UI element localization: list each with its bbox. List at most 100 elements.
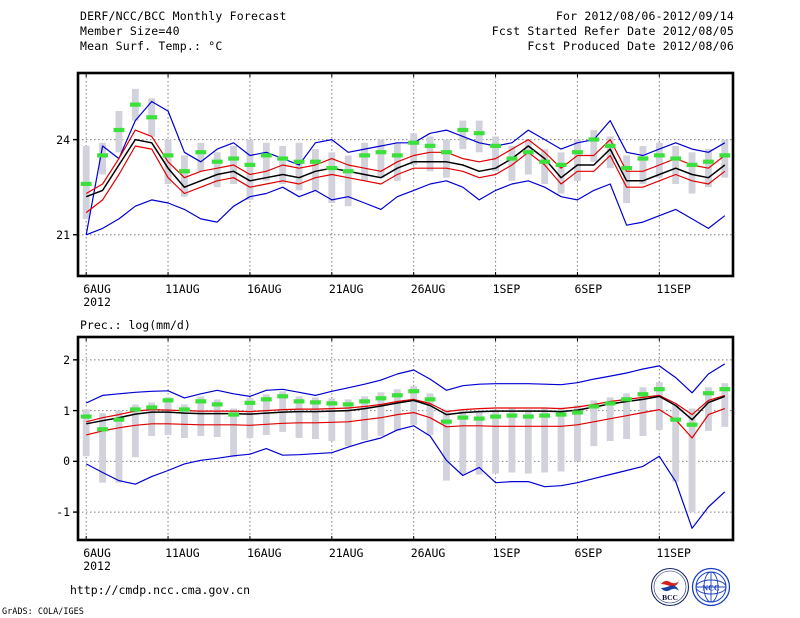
observed-value-marker [228,412,239,417]
observed-value-marker [572,410,583,415]
observed-value-marker [621,165,632,171]
ensemble-spread-bar [246,139,254,200]
precip-panel-title: Prec.: log(mm/d) [80,318,191,332]
x-axis-tick-label: 6AUG [83,546,111,560]
ensemble-spread-bar [688,152,696,194]
observed-value-marker [539,413,551,418]
observed-value-marker [97,153,108,158]
forecast-period-label: For 2012/08/06-2012/09/14 [555,9,734,23]
observed-value-marker [162,398,174,403]
ensemble-spread-bar [410,386,418,425]
series-line-ensemble-max [85,100,726,235]
ensemble-spread-bar [573,405,581,462]
x-axis-tick-label: 11SEP [656,282,691,296]
ensemble-spread-bar [557,152,565,194]
ensemble-spread-bar [688,408,696,513]
observed-value-marker [719,387,731,392]
ensemble-spread-bar [655,142,663,178]
bcc-logo-icon: BCC [650,567,690,607]
ensemble-spread-bar [344,155,352,207]
ensemble-spread-bar [606,136,614,169]
ensemble-spread-bar [639,145,647,185]
y-axis-tick-label: 1 [63,403,70,418]
observed-value-marker [244,400,256,405]
fcst-start-date-label: Fcst Started Refer Date 2012/08/05 [491,24,734,38]
ensemble-spread-bar [180,404,188,438]
observed-value-marker [424,143,436,148]
ensemble-spread-bar [573,139,581,181]
observed-value-marker [522,150,534,155]
series-line-lower-quartile [86,408,726,439]
observed-value-marker [653,387,665,392]
observed-value-marker [113,127,125,133]
ensemble-spread-bar [426,136,434,172]
svg-text:NCC: NCC [702,584,720,593]
x-axis-tick-label: 6AUG [83,282,111,296]
svg-text:BCC: BCC [662,593,678,602]
ensemble-spread-bar [590,400,598,447]
ensemble-spread-bar [311,149,319,191]
ensemble-spread-bar [99,413,107,483]
observed-value-marker [670,156,682,161]
ensemble-spread-bar [410,133,418,165]
x-axis-tick-label: 21AUG [328,282,364,296]
ensemble-spread-bar [459,120,467,150]
ensemble-spread-bar [311,397,319,440]
observed-value-marker [719,153,731,158]
observed-value-marker [522,414,534,419]
observed-value-marker [490,414,501,419]
observed-value-marker [162,153,174,158]
observed-value-marker [604,143,616,148]
x-axis-tick-label: 11AUG [165,546,200,560]
observed-value-marker [506,156,518,161]
series-line-ensemble-mean [86,395,726,425]
observed-value-marker [555,162,567,167]
ensemble-spread-bar [508,408,516,473]
observed-value-marker [457,127,469,133]
observed-value-marker [260,153,272,158]
observed-value-marker [179,407,190,412]
observed-value-marker [441,150,452,155]
ensemble-spread-bar [377,392,385,436]
ensemble-spread-bar [361,142,369,181]
x-axis-tick-label: 6SEP [574,282,603,296]
observed-value-marker [326,401,338,406]
panel-frame [76,71,735,278]
observed-value-marker [555,412,567,417]
ensemble-spread-bar [115,410,123,483]
ensemble-spread-bar [82,409,90,457]
ensemble-spread-bar [672,145,680,185]
observed-value-marker [637,392,649,397]
y-axis-tick-label: -1 [56,505,70,520]
forecast-title: DERF/NCC/BCC Monthly Forecast [80,9,287,23]
series-line-ensemble-min [85,180,726,236]
ensemble-spread-bar [639,387,647,436]
ensemble-spread-bar [99,142,107,175]
ensemble-spread-bar [492,136,500,172]
observed-value-marker [97,427,108,432]
observed-value-marker [424,397,436,402]
ensemble-spread-bar [524,139,532,175]
observed-value-marker [359,153,370,158]
y-axis-tick-label: 0 [63,454,70,469]
observed-value-marker [604,401,616,406]
fcst-produced-label: Fcst Produced Date 2012/08/06 [527,39,734,53]
observed-value-marker [473,131,485,136]
cmdp-url-link[interactable]: http://cmdp.ncc.cma.gov.cn [70,583,251,597]
ensemble-spread-bar [328,152,336,204]
observed-value-marker [637,156,649,161]
x-axis-tick-label: 1SEP [492,282,521,296]
observed-value-marker [179,169,190,174]
observed-value-marker [195,150,207,155]
observed-value-marker [670,417,682,422]
x-axis-tick-label: 16AUG [246,282,282,296]
observed-value-marker [703,391,714,396]
x-axis-tick-label: 16AUG [246,546,282,560]
observed-value-marker [506,413,518,418]
observed-value-marker [441,419,452,424]
series-line-ensemble-max [85,363,726,404]
ensemble-spread-bar [442,409,450,481]
series-line-upper-quartile [85,129,726,195]
ensemble-spread-bar [524,409,532,474]
